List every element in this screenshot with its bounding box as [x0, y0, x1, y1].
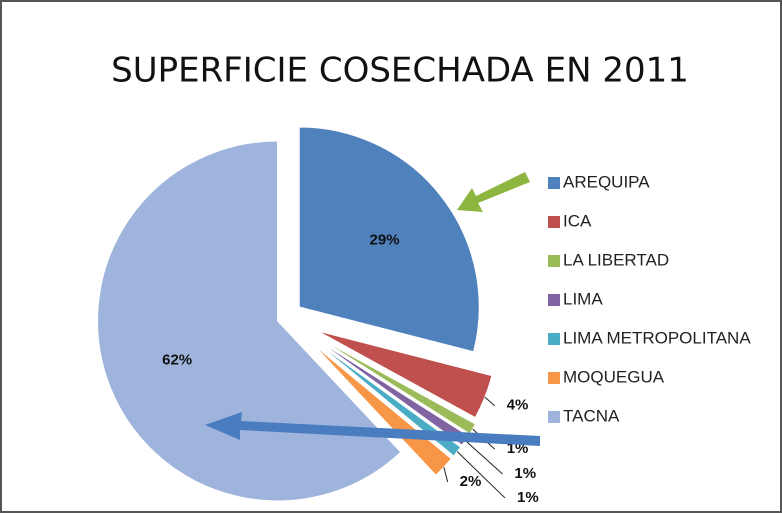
legend-label: AREQUIPA [563, 172, 650, 191]
data-label: 1% [514, 465, 536, 482]
data-label: 1% [517, 489, 539, 506]
green-arrow [457, 172, 530, 212]
legend-swatch [548, 255, 560, 267]
data-label: 62% [162, 352, 192, 369]
legend: AREQUIPA ICA LA LIBERTAD LIMA LIMA METROPOLI… [548, 172, 751, 425]
leader-line [484, 396, 495, 407]
pie-slice [298, 126, 480, 353]
legend-swatch [548, 411, 560, 423]
leader-line [464, 440, 503, 475]
legend-label: LIMA [563, 289, 603, 308]
legend-swatch [548, 216, 560, 228]
data-label: 4% [507, 397, 529, 414]
legend-swatch [548, 294, 560, 306]
legend-swatch [548, 177, 560, 189]
data-label: 29% [370, 232, 400, 249]
leader-line [456, 451, 506, 499]
legend-swatch [548, 372, 560, 384]
legend-label: LIMA METROPOLITANA [563, 328, 751, 347]
blue-arrow [205, 412, 540, 446]
legend-label: TACNA [563, 406, 620, 425]
pie-slice [312, 343, 453, 476]
pie [97, 126, 493, 502]
legend-label: ICA [563, 211, 592, 230]
data-label: 2% [460, 473, 482, 490]
legend-label: MOQUEGUA [563, 367, 665, 386]
chart-title: SUPERFICIE COSECHADA EN 2011 [111, 51, 689, 91]
legend-swatch [548, 333, 560, 345]
pie-slice [97, 140, 402, 502]
pie-slice [317, 330, 493, 419]
leader-line [443, 467, 449, 483]
legend-label: LA LIBERTAD [563, 250, 669, 269]
data-labels: 29%4%1%1%1%2%62% [162, 232, 539, 506]
